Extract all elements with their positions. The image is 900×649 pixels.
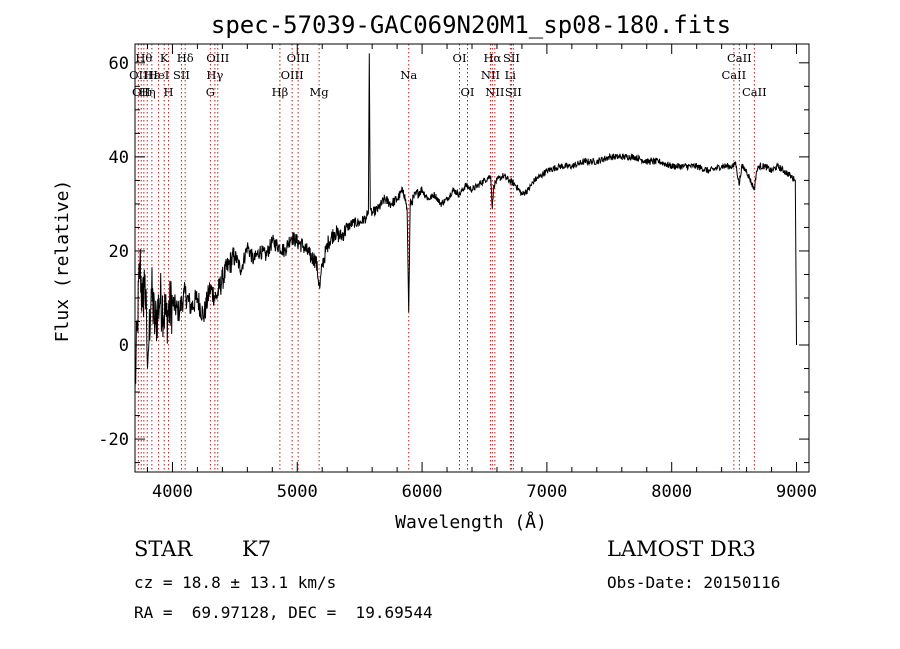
line-marker-label: K (160, 51, 169, 65)
y-tick-label: 20 (109, 242, 129, 262)
line-marker-label: Li (505, 68, 517, 82)
line-marker-label: CaII (742, 85, 767, 99)
line-marker-label: OI (453, 51, 467, 65)
line-marker-label: Hη (139, 85, 156, 99)
line-marker-label: OIII (287, 51, 310, 65)
x-tick-label: 7000 (526, 482, 567, 502)
x-tick-label: 8000 (651, 482, 692, 502)
line-marker-label: SII (173, 68, 190, 82)
line-marker-label: Mg (310, 85, 330, 99)
x-tick-label: 9000 (776, 482, 817, 502)
line-marker-label: G (206, 85, 215, 99)
line-marker-label: Hγ (206, 68, 223, 82)
y-tick-label: 0 (119, 336, 129, 356)
line-marker-label: OI (461, 85, 475, 99)
line-marker-label: HeI (148, 68, 169, 82)
y-tick-label: -20 (98, 430, 129, 450)
line-marker-label: CaII (727, 51, 752, 65)
y-tick-label: 40 (109, 148, 129, 168)
line-marker-label: Hα (483, 51, 501, 65)
line-marker-label: NII (481, 68, 500, 82)
line-marker-label: CaII (721, 68, 746, 82)
line-marker-label: Na (400, 68, 417, 82)
line-markers (137, 44, 755, 472)
y-axis: -20 0 20 40 60 (98, 54, 809, 464)
line-marker-label: SII (503, 51, 520, 65)
y-axis-label: Flux (relative) (52, 180, 73, 343)
x-tick-label: 4000 (152, 482, 193, 502)
line-marker-label: OII (132, 85, 151, 99)
survey-name: LAMOST DR3 (607, 537, 756, 561)
line-marker-label: OII (129, 68, 148, 82)
line-marker-label: Hε (144, 68, 160, 82)
observation-date: Obs-Date: 20150116 (607, 573, 781, 592)
x-axis: 4000 5000 6000 7000 8000 9000 (146, 44, 817, 502)
line-marker-label: Hθ (135, 51, 152, 65)
line-marker-label: Hβ (272, 85, 289, 99)
x-tick-label: 6000 (402, 482, 443, 502)
line-marker-label: NII (485, 85, 504, 99)
chart-title: spec-57039-GAC069N20M1_sp08-180.fits (211, 11, 731, 39)
line-marker-label: OIII (281, 68, 304, 82)
x-tick-label: 5000 (277, 482, 318, 502)
line-marker-label: H (164, 85, 174, 99)
line-marker-label: SII (505, 85, 522, 99)
object-subclass: K7 (242, 537, 272, 561)
redshift-readout: cz = 18.8 ± 13.1 km/s (134, 573, 337, 592)
flux-series-line (134, 53, 797, 393)
x-axis-label: Wavelength (Å) (395, 511, 547, 533)
object-class: STAR (134, 537, 193, 561)
y-tick-label: 60 (109, 54, 129, 74)
coordinates-readout: RA = 69.97128, DEC = 19.69544 (134, 603, 433, 622)
line-marker-label: Hδ (177, 51, 194, 65)
line-marker-label: OIII (206, 51, 229, 65)
